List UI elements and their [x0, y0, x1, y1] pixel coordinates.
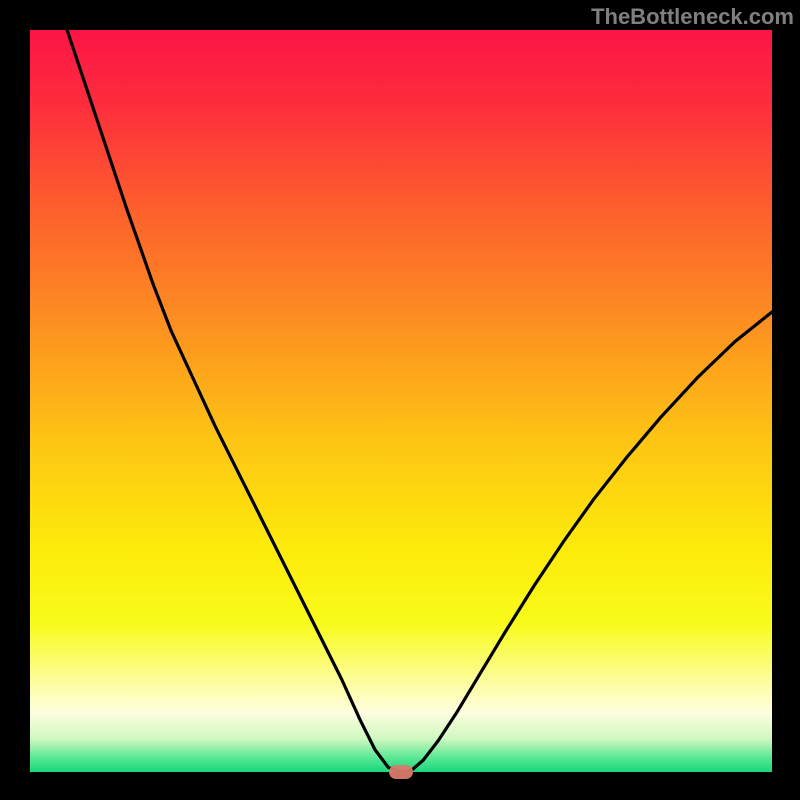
plot-area: [30, 30, 772, 772]
bottleneck-curve-path: [67, 30, 772, 772]
chart-container: TheBottleneck.com: [0, 0, 800, 800]
attribution-label: TheBottleneck.com: [591, 4, 794, 30]
optimal-marker: [389, 765, 413, 779]
bottleneck-curve: [30, 30, 772, 772]
